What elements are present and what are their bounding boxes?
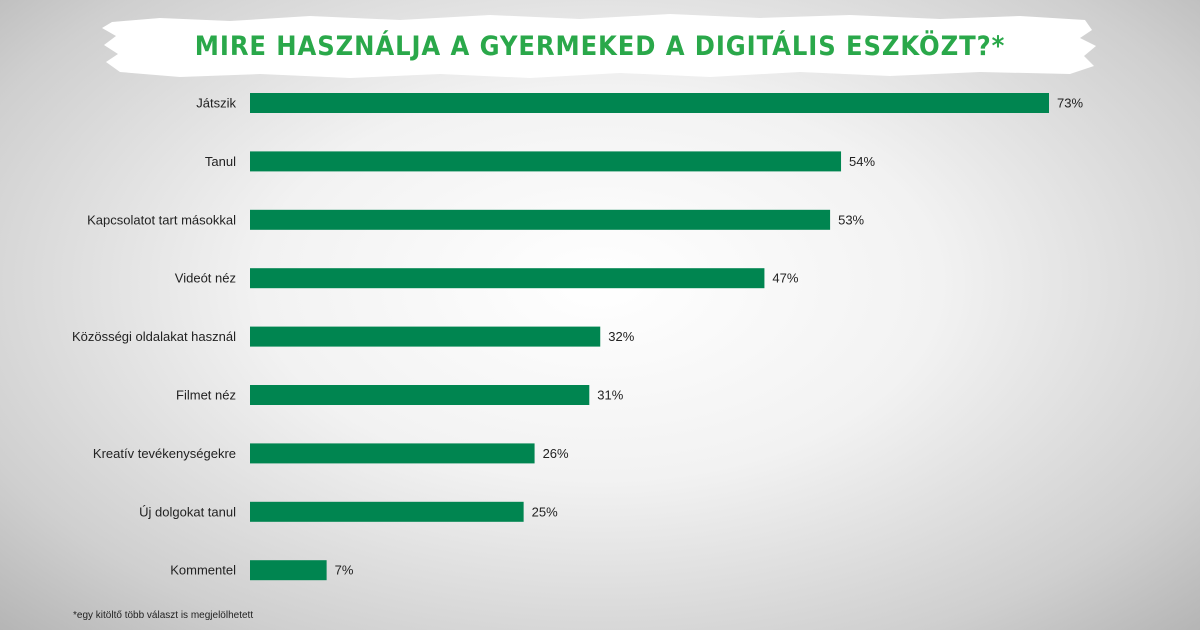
- value-label: 7%: [335, 563, 354, 578]
- value-label: 31%: [597, 388, 623, 403]
- category-label: Kommentel: [170, 563, 236, 578]
- chart-title: MIRE HASZNÁLJA A GYERMEKED A DIGITÁLIS E…: [194, 30, 1006, 62]
- value-label: 73%: [1057, 96, 1083, 111]
- value-label: 47%: [772, 271, 798, 286]
- category-label: Filmet néz: [176, 388, 236, 403]
- category-label: Tanul: [205, 154, 236, 169]
- bar: [250, 326, 601, 347]
- bar: [250, 93, 1049, 113]
- category-label: Videót néz: [175, 271, 236, 286]
- value-label: 25%: [532, 504, 558, 519]
- brush-stroke-background: [102, 14, 1096, 78]
- bar: [250, 560, 327, 581]
- value-label: 54%: [849, 154, 875, 169]
- bar: [250, 385, 590, 405]
- bars-group: Játszik 73% Tanul 54% Kapcsolatot tart mások…: [72, 93, 1083, 581]
- value-label: 32%: [608, 329, 634, 344]
- category-label: Kapcsolatot tart másokkal: [87, 212, 236, 227]
- footnote: *egy kitöltő több választ is megjelölhet…: [73, 610, 254, 621]
- value-label: 26%: [543, 446, 569, 461]
- category-label: Kreatív tevékenységekre: [93, 446, 236, 461]
- bar: [250, 209, 831, 230]
- value-label: 53%: [838, 212, 864, 227]
- bar: [250, 501, 524, 522]
- category-label: Új dolgokat tanul: [139, 504, 236, 519]
- bar: [250, 268, 765, 289]
- category-label: Játszik: [196, 96, 236, 111]
- bar: [250, 151, 842, 172]
- title-banner: MIRE HASZNÁLJA A GYERMEKED A DIGITÁLIS E…: [100, 12, 1100, 80]
- category-label: Közösségi oldalakat használ: [72, 329, 236, 344]
- bar: [250, 443, 535, 464]
